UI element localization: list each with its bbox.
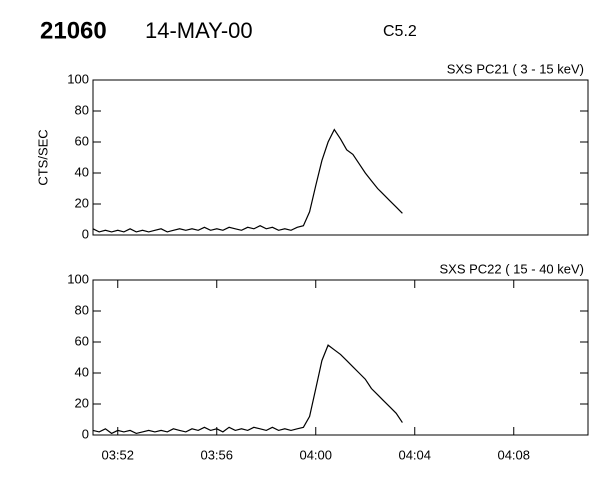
y-tick-label: 100 [67,271,89,286]
x-tick-label: 04:08 [497,447,530,462]
y-tick-label: 40 [75,164,89,179]
series-line [92,128,403,233]
y-tick-label: 40 [75,364,89,379]
plot-frame [92,79,589,236]
y-tick-label: 20 [75,195,89,210]
x-tick-label: 03:52 [101,447,134,462]
date: 14-MAY-00 [145,18,253,43]
y-tick-label: 100 [67,71,89,86]
event-id: 21060 [40,17,107,44]
y-tick-label: 60 [75,133,89,148]
flare-class: C5.2 [383,23,417,40]
y-tick-label: 0 [82,226,89,241]
x-tick-label: 04:04 [398,447,431,462]
panel-title: SXS PC22 ( 15 - 40 keV) [439,261,584,276]
series-line [92,344,403,435]
y-tick-label: 80 [75,102,89,117]
y-tick-label: 20 [75,395,89,410]
panel-title: SXS PC21 ( 3 - 15 keV) [447,61,584,76]
x-tick-label: 04:00 [299,447,332,462]
y-tick-label: 0 [82,426,89,441]
plot-frame [92,279,589,436]
y-axis-label: CTS/SEC [35,129,50,185]
y-tick-label: 60 [75,333,89,348]
x-tick-label: 03:56 [200,447,233,462]
y-tick-label: 80 [75,302,89,317]
